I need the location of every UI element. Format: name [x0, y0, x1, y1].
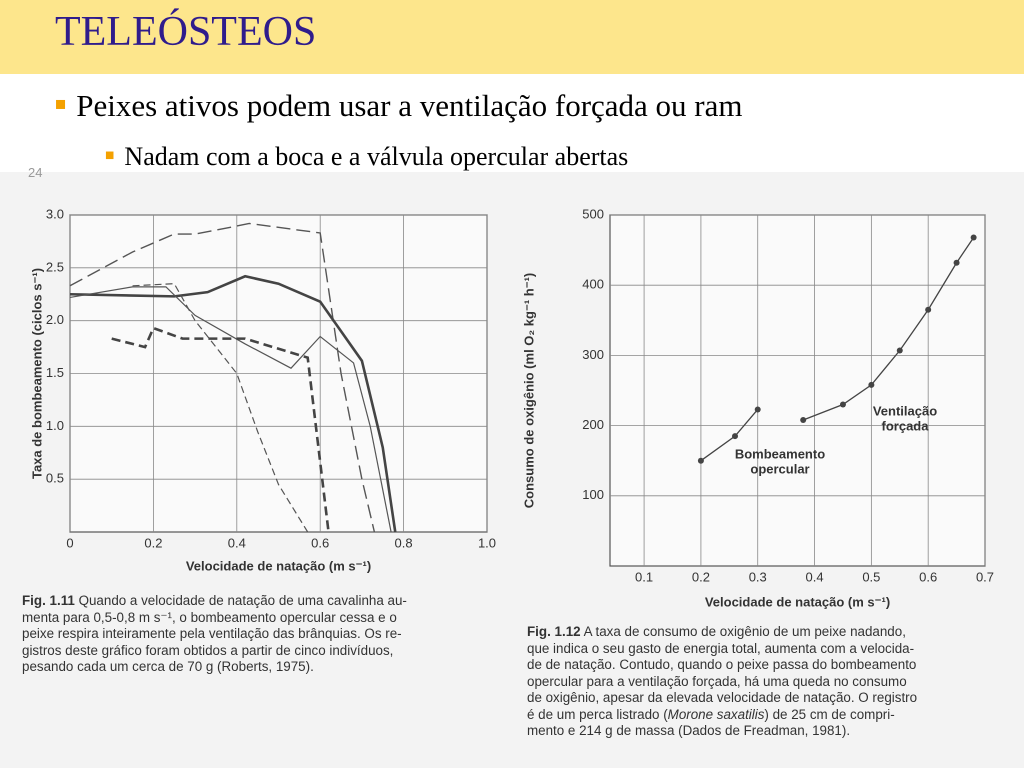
x-tick-label: 0.8 [395, 535, 413, 550]
y-axis-label: Taxa de bombeamento (ciclos s⁻¹) [29, 268, 44, 479]
caption-line: gistros deste gráfico foram obtidos a pa… [22, 643, 407, 660]
x-tick-label: 0.6 [311, 535, 329, 550]
series-line [69, 274, 397, 533]
x-tick-label: 0.1 [635, 569, 653, 584]
bullet: ■ Peixes ativos podem usar a ventilação f… [55, 88, 743, 123]
caption-text: de de natação. Contudo, quando o peixe p… [527, 657, 917, 672]
caption-line: opercular para a ventilação forçada, há … [527, 674, 917, 691]
caption-line: que indica o seu gasto de energia total,… [527, 641, 917, 658]
x-tick-label: 0.2 [692, 569, 710, 584]
y-tick-label: 300 [582, 347, 604, 362]
caption-line: menta para 0,5-0,8 m s⁻¹, o bombeamento … [22, 610, 407, 627]
y-tick-label: 500 [582, 206, 604, 221]
series-line [69, 286, 392, 533]
figure-caption: Fig. 1.12 A taxa de consumo de oxigênio … [527, 624, 917, 740]
caption-line: peixe respira inteiramente pela ventilaç… [22, 626, 407, 643]
caption-line: pesando cada um cerca de 70 g (Roberts, … [22, 659, 407, 676]
caption-line: Fig. 1.11 Quando a velocidade de natação… [22, 593, 407, 610]
annotation: Ventilação [873, 403, 937, 418]
caption-line: é de um perca listrado (Morone saxatilis… [527, 707, 917, 724]
caption-text: A taxa de consumo de oxigênio de um peix… [580, 624, 906, 639]
y-tick-label: 400 [582, 277, 604, 292]
caption-line: mento e 214 g de massa (Dados de Freadma… [527, 723, 917, 740]
caption-text: gistros deste gráfico foram obtidos a pa… [22, 642, 394, 658]
x-tick-label: 0 [66, 535, 73, 550]
y-tick-label: 2.0 [46, 312, 64, 327]
data-point [697, 457, 704, 464]
plot-area [609, 214, 986, 567]
data-point [732, 433, 738, 440]
x-axis-label: Velocidade de natação (m s⁻¹) [705, 594, 890, 609]
annotation: Bombeamento [735, 446, 825, 461]
caption-line: de oxigênio, apesar da elevada velocidad… [527, 690, 917, 707]
x-tick-label: 0.4 [228, 535, 246, 550]
caption-text: é de um perca listrado ( [527, 706, 668, 722]
y-axis-label: Consumo de oxigênio (ml O₂ kg⁻¹ h⁻¹) [521, 273, 536, 508]
data-point [754, 406, 761, 413]
x-tick-label: 0.5 [862, 569, 880, 584]
series-line [111, 326, 330, 533]
data-point [896, 347, 903, 354]
data-point [839, 401, 846, 408]
x-tick-label: 1.0 [478, 535, 496, 550]
caption-line: de de natação. Contudo, quando o peixe p… [527, 657, 917, 674]
y-tick-label: 0.5 [46, 471, 64, 486]
data-point [868, 381, 875, 388]
series-line [69, 222, 376, 533]
data-point [970, 234, 977, 241]
y-tick-label: 200 [582, 417, 604, 432]
sub-bullet: ■ Nadam com a boca e a válvula opercular … [105, 142, 629, 171]
caption-text: Quando a velocidade de natação de uma ca… [74, 593, 407, 608]
data-point [925, 306, 932, 313]
x-tick-label: 0.7 [976, 569, 994, 584]
title-band [0, 0, 1024, 74]
caption-text: pesando cada um cerca de 70 g (Roberts, … [22, 659, 314, 674]
figure-caption: Fig. 1.11 Quando a velocidade de natação… [22, 593, 407, 676]
x-tick-label: 0.3 [749, 569, 767, 584]
x-tick-label: 0.6 [919, 569, 937, 584]
y-tick-label: 2.5 [46, 259, 64, 274]
page-number: 24 [28, 165, 43, 180]
bullet-text: Peixes ativos podem usar a ventilação fo… [76, 88, 743, 123]
caption-text: mento e 214 g de massa (Dados de Freadma… [527, 723, 851, 738]
caption-label: Fig. 1.11 [22, 593, 75, 608]
y-tick-label: 100 [582, 487, 604, 502]
series-line [132, 283, 309, 533]
caption-text: opercular para a ventilação forçada, há … [527, 673, 907, 689]
y-tick-label: 1.5 [46, 365, 64, 380]
caption-text: menta para 0,5-0,8 m s⁻¹, o bombeamento … [22, 609, 397, 625]
slide-title: TELEÓSTEOS [55, 9, 317, 55]
annotation: forçada [882, 418, 930, 433]
x-axis-label: Velocidade de natação (m s⁻¹) [186, 558, 371, 573]
data-point [953, 259, 960, 266]
caption-text: ) de 25 cm de compri- [764, 706, 895, 722]
x-tick-label: 0.4 [806, 569, 824, 584]
caption-line: Fig. 1.12 A taxa de consumo de oxigênio … [527, 624, 917, 641]
annotation: opercular [750, 461, 809, 476]
caption-label: Fig. 1.12 [527, 624, 581, 639]
caption-text: que indica o seu gasto de energia total,… [527, 640, 915, 656]
x-tick-label: 0.2 [144, 535, 162, 550]
y-tick-label: 1.0 [46, 418, 64, 433]
caption-text: de oxigênio, apesar da elevada velocidad… [527, 690, 918, 705]
y-tick-label: 3.0 [46, 206, 64, 221]
bullet-text: Nadam com a boca e a válvula opercular a… [124, 142, 629, 171]
caption-text: peixe respira inteiramente pela ventilaç… [22, 626, 402, 641]
caption-text: Morone saxatilis [667, 706, 765, 722]
data-point [800, 416, 807, 423]
